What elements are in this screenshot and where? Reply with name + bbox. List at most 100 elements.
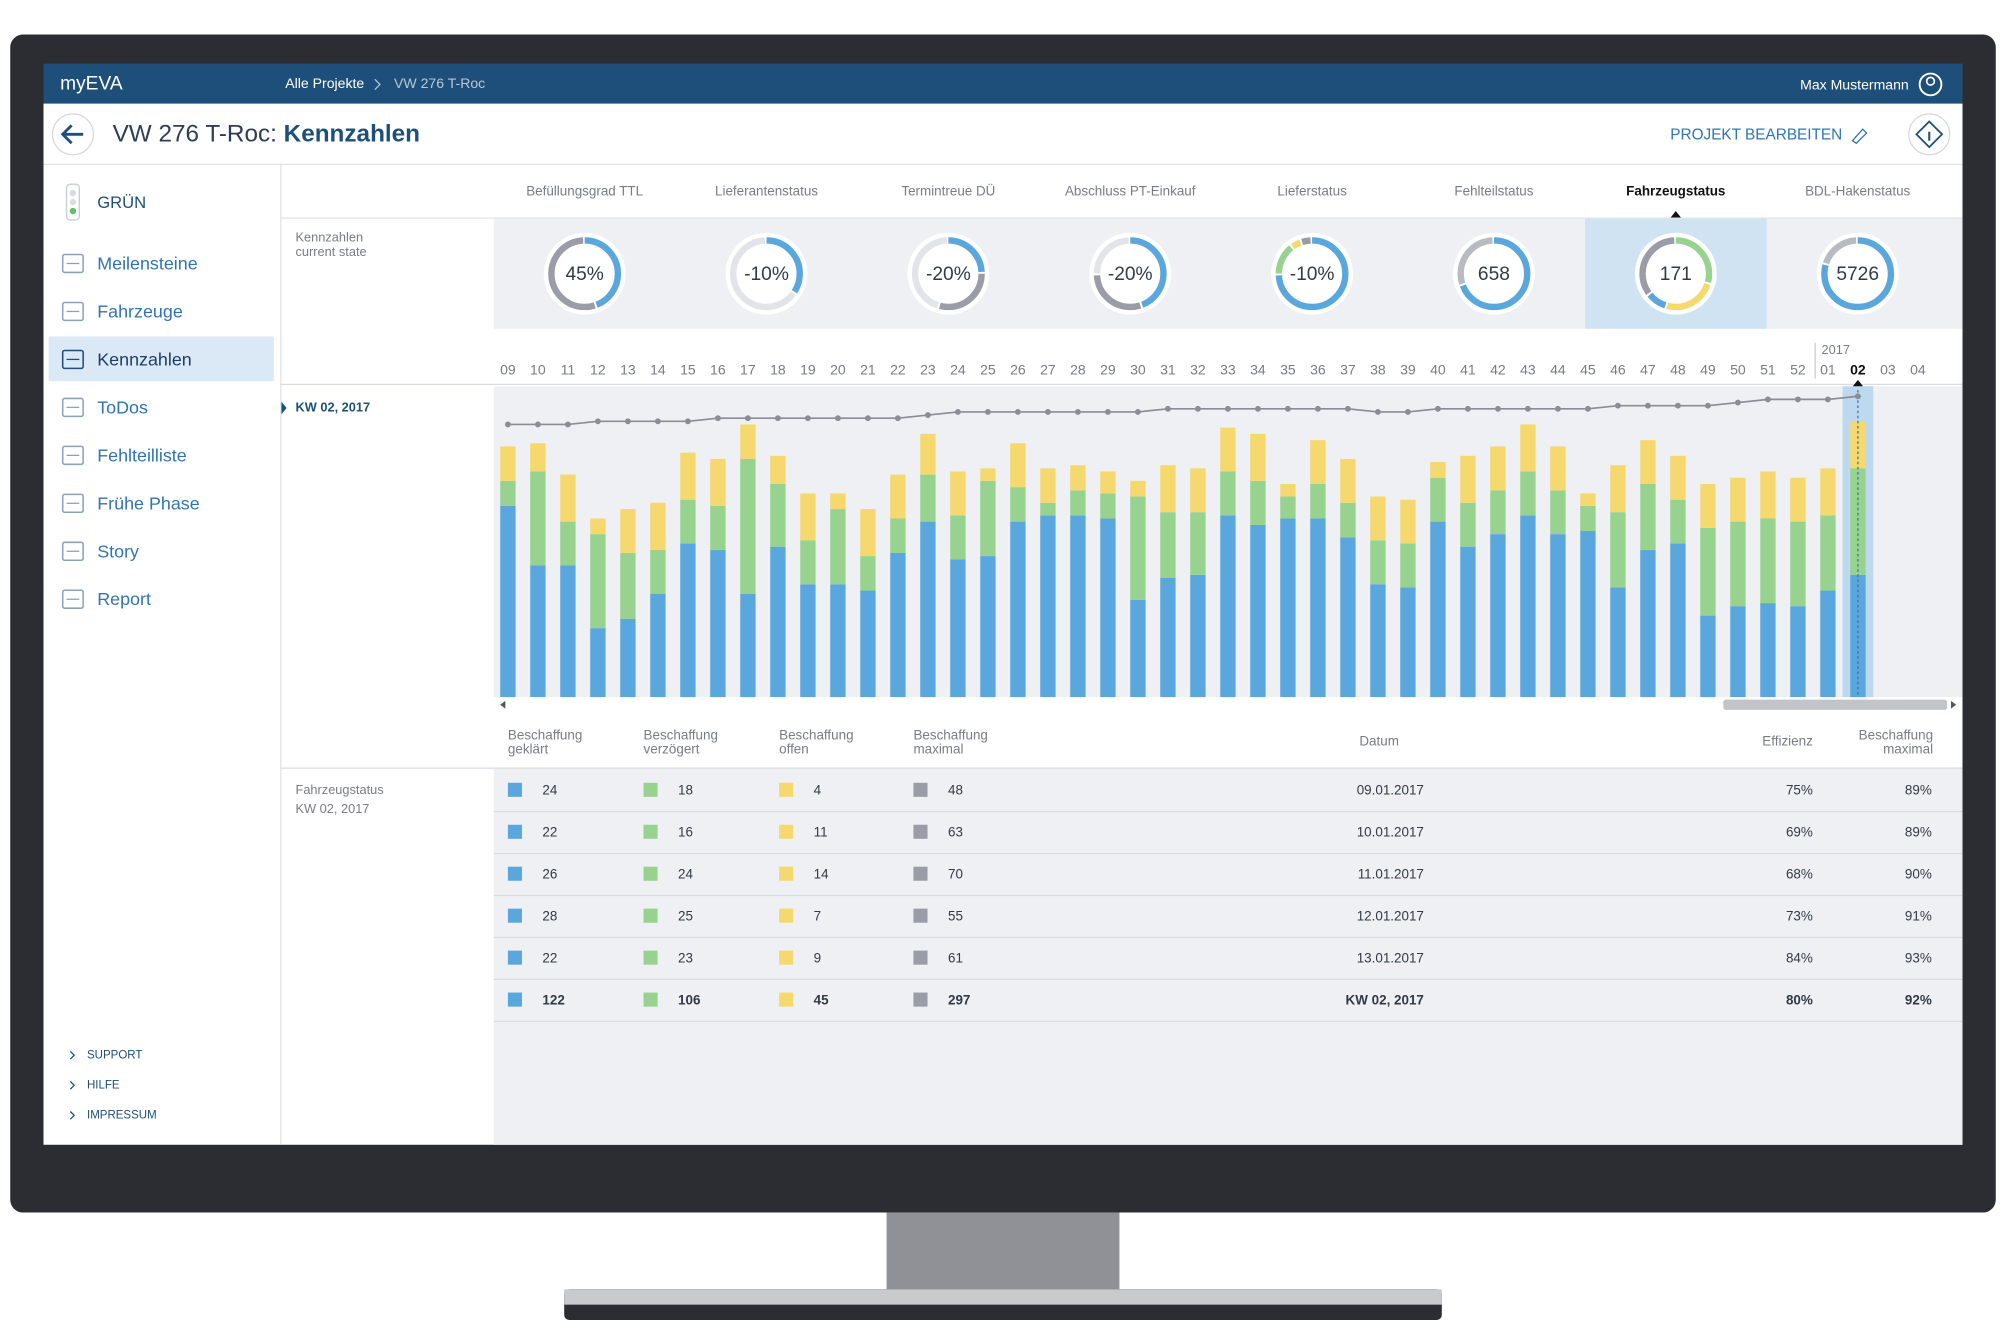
kpi-label[interactable]: Befüllungsgrad TTL bbox=[526, 183, 643, 198]
nav-item[interactable]: Fahrzeuge bbox=[97, 301, 183, 321]
week-label[interactable]: 15 bbox=[680, 362, 696, 378]
week-label[interactable]: 51 bbox=[1760, 362, 1776, 378]
week-label[interactable]: 45 bbox=[1580, 362, 1596, 378]
week-label[interactable]: 11 bbox=[561, 362, 576, 378]
scroll-left[interactable] bbox=[500, 700, 506, 709]
week-label[interactable]: 35 bbox=[1280, 362, 1296, 378]
week-label[interactable]: 22 bbox=[890, 362, 906, 378]
kpi-label[interactable]: Abschluss PT-Einkauf bbox=[1065, 183, 1196, 198]
week-label[interactable]: 50 bbox=[1730, 362, 1746, 378]
week-label[interactable]: 43 bbox=[1520, 362, 1536, 378]
color-key bbox=[779, 782, 794, 797]
selected-week-marker bbox=[1852, 379, 1864, 387]
kpi-label[interactable]: Termintreue DÜ bbox=[901, 183, 995, 198]
kpi-label[interactable]: Lieferantenstatus bbox=[715, 183, 818, 198]
bar-segment bbox=[830, 493, 846, 510]
bar-segment bbox=[1220, 427, 1236, 472]
week-label[interactable]: 44 bbox=[1550, 362, 1566, 378]
week-label[interactable]: 26 bbox=[1010, 362, 1026, 378]
page-title: VW 276 T-Roc: Kennzahlen bbox=[113, 121, 420, 148]
efficiency-point bbox=[1134, 408, 1141, 415]
footer-link[interactable]: HILFE bbox=[87, 1079, 120, 1091]
week-label[interactable]: 10 bbox=[530, 362, 546, 378]
week-label[interactable]: 34 bbox=[1250, 362, 1266, 378]
week-label[interactable]: 42 bbox=[1490, 362, 1506, 378]
week-label[interactable]: 40 bbox=[1430, 362, 1446, 378]
user-avatar[interactable] bbox=[1918, 72, 1943, 97]
footer-link[interactable]: SUPPORT bbox=[87, 1049, 142, 1061]
week-label[interactable]: 09 bbox=[500, 362, 516, 378]
nav-item[interactable]: Fehlteilliste bbox=[97, 445, 187, 465]
table-label: Fahrzeugstatus bbox=[296, 782, 384, 797]
bar-segment bbox=[1040, 502, 1056, 516]
week-label[interactable]: 21 bbox=[860, 362, 876, 378]
bar-segment bbox=[1610, 587, 1626, 698]
efficiency-point bbox=[864, 415, 871, 422]
week-label[interactable]: 24 bbox=[950, 362, 966, 378]
week-label[interactable]: 28 bbox=[1070, 362, 1086, 378]
week-label[interactable]: 29 bbox=[1100, 362, 1116, 378]
user-name[interactable]: Max Mustermann bbox=[1800, 76, 1909, 92]
week-label[interactable]: 13 bbox=[620, 362, 636, 378]
kpi-label[interactable]: Lieferstatus bbox=[1277, 183, 1347, 198]
week-label[interactable]: 41 bbox=[1460, 362, 1476, 378]
breadcrumb-link[interactable]: Alle Projekte bbox=[285, 75, 364, 91]
table-cell: 12.01.2017 bbox=[1357, 909, 1424, 924]
efficiency-point bbox=[1644, 402, 1651, 409]
kpi-ring-segment bbox=[730, 237, 803, 311]
week-label[interactable]: 36 bbox=[1310, 362, 1326, 378]
table-header: Datum bbox=[1359, 734, 1399, 750]
table-cell: 14 bbox=[814, 867, 829, 882]
week-label[interactable]: 38 bbox=[1370, 362, 1386, 378]
week-label[interactable]: 48 bbox=[1670, 362, 1686, 378]
footer-link[interactable]: IMPRESSUM bbox=[87, 1109, 157, 1121]
week-label[interactable]: 23 bbox=[920, 362, 936, 378]
scroll-thumb[interactable] bbox=[1723, 699, 1948, 710]
nav-item[interactable]: ToDos bbox=[97, 397, 148, 417]
week-label[interactable]: 37 bbox=[1340, 362, 1356, 378]
week-label[interactable]: 47 bbox=[1640, 362, 1656, 378]
nav-item[interactable]: Kennzahlen bbox=[97, 349, 192, 369]
kpi-label[interactable]: Fehlteilstatus bbox=[1454, 183, 1533, 198]
efficiency-point bbox=[804, 415, 811, 422]
week-label[interactable]: 46 bbox=[1610, 362, 1626, 378]
kpi-label[interactable]: Fahrzeugstatus bbox=[1626, 183, 1725, 198]
row-expander[interactable] bbox=[281, 401, 287, 415]
week-label[interactable]: 19 bbox=[800, 362, 816, 378]
week-label[interactable]: 14 bbox=[650, 362, 666, 378]
nav-item[interactable]: Meilensteine bbox=[97, 254, 198, 274]
week-label[interactable]: 17 bbox=[740, 362, 756, 378]
week-label[interactable]: 02 bbox=[1850, 362, 1866, 378]
bar-segment bbox=[1760, 603, 1776, 698]
week-label[interactable]: 01 bbox=[1820, 362, 1836, 378]
week-label[interactable]: 18 bbox=[770, 362, 786, 378]
week-label[interactable]: 25 bbox=[980, 362, 996, 378]
bar-segment bbox=[1700, 527, 1716, 616]
week-label[interactable]: 52 bbox=[1790, 362, 1806, 378]
week-label[interactable]: 39 bbox=[1400, 362, 1416, 378]
bar-segment bbox=[1040, 515, 1056, 698]
nav-item[interactable]: Story bbox=[97, 541, 139, 561]
bar-segment bbox=[860, 590, 876, 698]
week-label[interactable]: 04 bbox=[1910, 362, 1926, 378]
kpi-label[interactable]: BDL-Hakenstatus bbox=[1805, 183, 1910, 198]
week-label[interactable]: 32 bbox=[1190, 362, 1206, 378]
week-label[interactable]: 33 bbox=[1220, 362, 1236, 378]
week-label[interactable]: 12 bbox=[590, 362, 606, 378]
week-label[interactable]: 31 bbox=[1160, 362, 1176, 378]
edit-project[interactable]: PROJEKT BEARBEITEN bbox=[1670, 127, 1842, 144]
nav-item[interactable]: Frühe Phase bbox=[97, 493, 199, 513]
table-header: Beschaffung offen bbox=[779, 727, 854, 758]
scroll-right[interactable] bbox=[1950, 700, 1957, 709]
week-label[interactable]: 49 bbox=[1700, 362, 1716, 378]
week-label[interactable]: 20 bbox=[830, 362, 846, 378]
week-label[interactable]: 30 bbox=[1130, 362, 1146, 378]
bar-segment bbox=[710, 458, 726, 506]
table-cell: 22 bbox=[542, 825, 557, 840]
week-label[interactable]: 16 bbox=[710, 362, 726, 378]
nav-item[interactable]: Report bbox=[97, 589, 151, 609]
week-label[interactable]: 27 bbox=[1040, 362, 1056, 378]
efficiency-line bbox=[507, 395, 1859, 426]
week-label[interactable]: 03 bbox=[1880, 362, 1896, 378]
